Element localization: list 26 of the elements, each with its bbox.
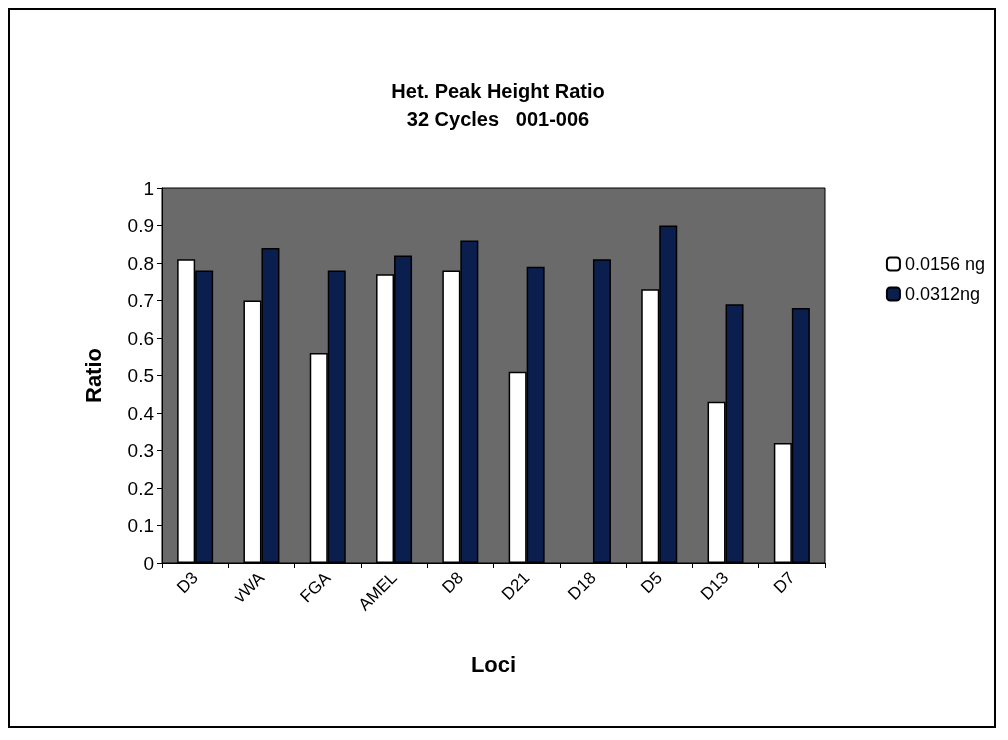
y-tick-label: 0.7 bbox=[127, 290, 154, 311]
x-tick-label: D3 bbox=[173, 568, 202, 598]
y-tick-label: 0.2 bbox=[127, 477, 154, 499]
x-tick-label: D5 bbox=[637, 568, 666, 598]
x-tick-label: D21 bbox=[497, 568, 534, 604]
y-tick-label: 0.3 bbox=[127, 440, 154, 461]
x-tick-label: vWA bbox=[229, 567, 269, 607]
x-tick-label: D7 bbox=[769, 568, 799, 598]
chart-title: Het. Peak Height Ratio bbox=[391, 80, 605, 102]
y-tick-label: 1 bbox=[143, 177, 154, 199]
x-tick-label: D18 bbox=[564, 568, 600, 604]
y-tick-label: 0.4 bbox=[127, 402, 155, 424]
y-tick-label: 0.8 bbox=[127, 252, 154, 274]
x-tick-label: D13 bbox=[696, 568, 733, 604]
y-tick-label: 0.5 bbox=[127, 365, 154, 386]
y-tick-label: 0.1 bbox=[127, 515, 154, 536]
x-axis-title: Loci bbox=[470, 651, 517, 677]
chart-subtitle: 32 Cycles 001-006 bbox=[406, 108, 590, 130]
y-tick-label: 0.9 bbox=[127, 215, 154, 236]
y-tick-label: 0 bbox=[143, 552, 154, 574]
legend-label: 0.0156 ng bbox=[904, 254, 985, 274]
x-tick-label: D8 bbox=[438, 568, 468, 598]
y-axis-title: Ratio bbox=[80, 348, 106, 403]
y-tick-label: 0.6 bbox=[127, 327, 154, 349]
x-tick-label: FGA bbox=[296, 567, 335, 607]
legend-label: 0.0312ng bbox=[904, 284, 980, 304]
